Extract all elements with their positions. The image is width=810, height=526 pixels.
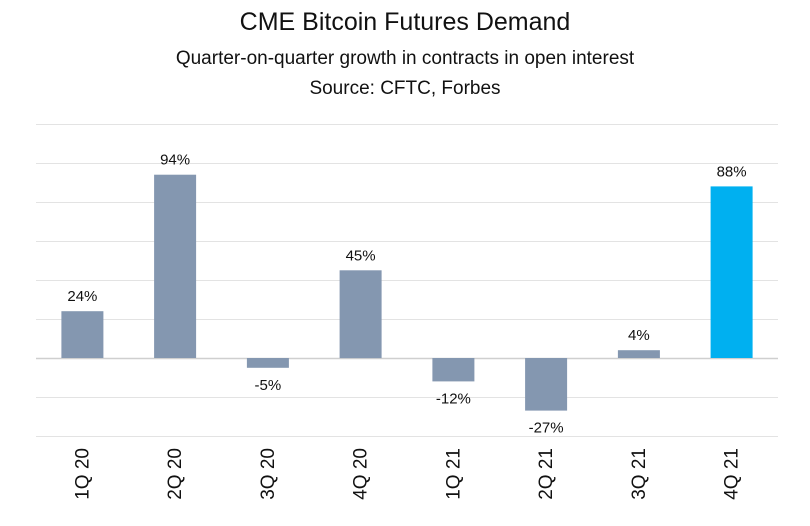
data-label: -27%: [529, 420, 564, 437]
data-labels: 24% 94% -5% 45% -12% -27% 4% 88%: [67, 152, 746, 437]
bar-2q-21: [525, 358, 568, 411]
data-label: -12%: [436, 390, 471, 407]
x-tick-label: 1Q 20: [72, 448, 93, 500]
data-label: 94%: [160, 152, 190, 169]
bar-3q-21: [617, 350, 660, 358]
bar-1q-20: [61, 311, 104, 358]
data-label: -5%: [255, 377, 282, 394]
gridlines: [36, 124, 778, 437]
x-tick-label: 3Q 20: [258, 448, 279, 500]
chart-source: Source: CFTC, Forbes: [309, 78, 501, 99]
x-tick-label: 4Q 20: [351, 448, 372, 500]
data-label: 88%: [717, 163, 747, 180]
bar-4q-21: [710, 186, 753, 358]
bars: [61, 174, 753, 411]
x-tick-label: 4Q 21: [722, 448, 743, 500]
x-tick-label: 3Q 21: [629, 448, 650, 500]
bar-3q-20: [246, 358, 289, 368]
data-label: 45%: [346, 247, 376, 264]
x-tick-label: 1Q 21: [443, 448, 464, 500]
x-tick-labels: 1Q 20 2Q 20 3Q 20 4Q 20 1Q 21 2Q 21 3Q 21 4Q 21: [72, 448, 742, 500]
bar-4q-20: [339, 270, 382, 359]
data-label: 4%: [628, 327, 650, 344]
chart-title: CME Bitcoin Futures Demand: [239, 8, 571, 36]
data-label: 24%: [67, 288, 97, 305]
bar-2q-20: [154, 174, 197, 358]
x-tick-label: 2Q 20: [165, 448, 186, 500]
chart-subtitle: Quarter-on-quarter growth in contracts i…: [175, 48, 635, 69]
x-tick-label: 2Q 21: [536, 448, 557, 500]
bar-1q-21: [432, 358, 475, 382]
